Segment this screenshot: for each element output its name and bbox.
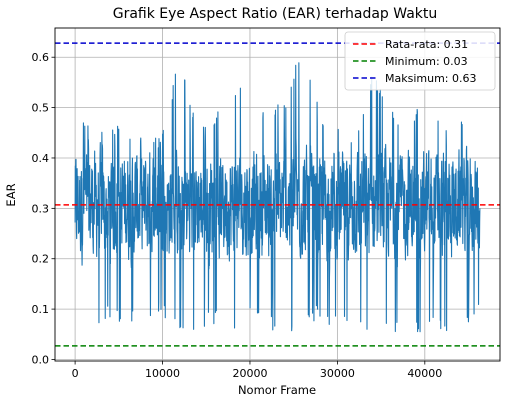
y-axis-ticks: 0.0 0.1 0.2 0.3 0.4 0.5 0.6 xyxy=(32,51,55,366)
plot-border xyxy=(54,27,501,362)
legend-label: Maksimum: 0.63 xyxy=(385,72,477,85)
ear-series-line xyxy=(74,62,481,333)
y-tick-label: 0.2 xyxy=(32,253,50,266)
legend-label: Rata-rata: 0.31 xyxy=(385,38,468,51)
x-axis-ticks: 0 10000 20000 30000 40000 xyxy=(72,361,442,380)
chart-title: Grafik Eye Aspect Ratio (EAR) terhadap W… xyxy=(113,6,438,22)
y-tick-label: 0.6 xyxy=(32,51,50,64)
y-tick-label: 0.0 xyxy=(32,353,50,366)
y-tick-label: 0.4 xyxy=(32,152,50,165)
legend-label: Minimum: 0.03 xyxy=(385,55,468,68)
x-tick-label: 40000 xyxy=(407,367,442,380)
legend: Rata-rata: 0.31 Minimum: 0.03 Maksimum: 0.… xyxy=(344,31,496,91)
legend-box xyxy=(344,31,496,91)
x-tick-label: 20000 xyxy=(232,367,267,380)
x-tick-label: 10000 xyxy=(145,367,180,380)
series-layer xyxy=(74,62,481,333)
y-tick-label: 0.5 xyxy=(32,102,50,115)
x-tick-label: 30000 xyxy=(320,367,355,380)
y-tick-label: 0.1 xyxy=(32,303,50,316)
y-axis-label: EAR xyxy=(4,183,18,206)
x-tick-label: 0 xyxy=(72,367,79,380)
x-axis-label: Nomor Frame xyxy=(238,383,316,397)
y-tick-label: 0.3 xyxy=(32,202,50,215)
